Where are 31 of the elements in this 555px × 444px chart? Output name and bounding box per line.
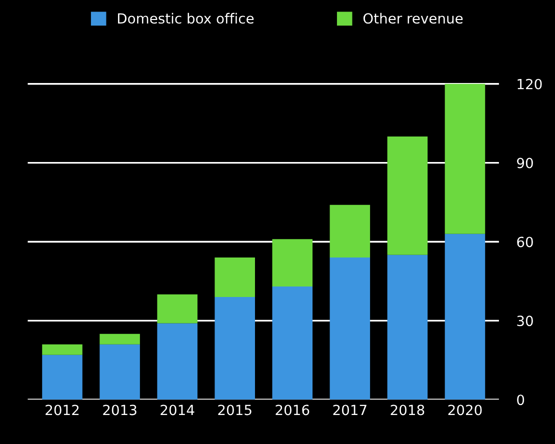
bar bbox=[42, 344, 82, 355]
legend-label: Other revenue bbox=[363, 12, 463, 24]
bar bbox=[272, 286, 313, 400]
bar bbox=[100, 344, 140, 400]
x-tick-label: 2018 bbox=[390, 404, 424, 416]
y-tick-label: 60 bbox=[517, 236, 533, 248]
bar bbox=[330, 204, 370, 258]
bar bbox=[444, 84, 486, 234]
x-tick-label: 2012 bbox=[46, 404, 79, 416]
x-tick-label: 2020 bbox=[448, 404, 482, 416]
bar bbox=[100, 334, 140, 344]
bar bbox=[214, 258, 255, 297]
x-tick-label: 2015 bbox=[218, 404, 252, 416]
x-tick-label: 2013 bbox=[103, 404, 136, 416]
bar bbox=[157, 294, 198, 324]
x-tick-label: 2016 bbox=[276, 404, 310, 416]
bar bbox=[387, 254, 428, 400]
y-tick-label: 0 bbox=[517, 394, 524, 406]
x-tick-label: 2017 bbox=[333, 404, 366, 416]
bar bbox=[444, 234, 486, 400]
bar bbox=[272, 239, 313, 286]
bar bbox=[330, 258, 370, 400]
bar bbox=[42, 354, 82, 400]
bar bbox=[157, 323, 198, 400]
y-tick-label: 90 bbox=[517, 158, 533, 168]
y-tick-label: 30 bbox=[517, 316, 533, 326]
y-tick-label: 120 bbox=[518, 78, 542, 90]
legend-label: Domestic box office bbox=[118, 12, 254, 24]
bar bbox=[214, 296, 255, 400]
bar bbox=[387, 136, 428, 255]
x-tick-label: 2014 bbox=[160, 404, 194, 416]
